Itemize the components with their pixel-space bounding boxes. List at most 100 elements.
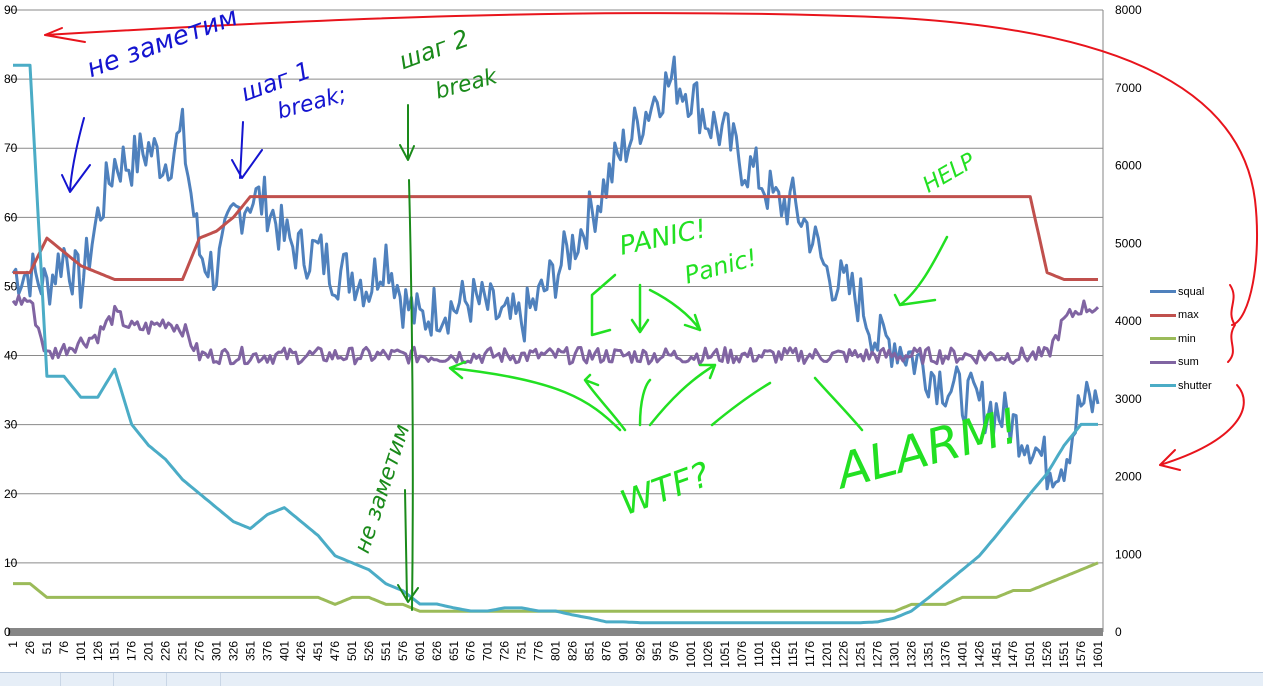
x-tick-label: 926 — [633, 641, 647, 661]
x-tick-label: 1451 — [989, 641, 1003, 668]
y2-tick-label: 0 — [1115, 625, 1122, 639]
y-tick-label: 40 — [4, 349, 18, 363]
x-tick-label: 451 — [311, 641, 325, 661]
green-arrow-f — [813, 376, 864, 432]
x-tick-label: 1301 — [888, 641, 902, 668]
x-tick-label: 326 — [226, 641, 240, 661]
line-chart: 0 10 20 30 40 50 60 70 80 90 0 1000 2000 3000 4000 500… — [4, 3, 1258, 668]
spreadsheet-row-strip — [0, 672, 1263, 686]
green-arrow-down — [630, 283, 650, 334]
darkgreen-vertical-line — [408, 179, 414, 611]
x-tick-label: 476 — [328, 641, 342, 661]
x-tick-label: 1 — [6, 641, 20, 648]
legend-swatch — [1150, 360, 1176, 364]
y-tick-label: 70 — [4, 141, 18, 155]
x-tick-label: 776 — [532, 641, 546, 661]
x-tick-label: 576 — [396, 641, 410, 661]
legend-item-squal: squal — [1150, 280, 1212, 304]
green-arrow-help — [893, 235, 949, 307]
x-tick-label: 1101 — [752, 641, 766, 667]
annotation-strokes — [44, 12, 1258, 611]
x-tick-label: 976 — [667, 641, 681, 661]
x-tick-label: 526 — [362, 641, 376, 661]
green-arrow-d — [648, 363, 717, 427]
legend-label: shutter — [1178, 379, 1212, 392]
legend-swatch — [1150, 337, 1176, 341]
x-tick-label: 51 — [40, 641, 54, 655]
x-tick-label: 201 — [142, 641, 156, 661]
legend-swatch — [1150, 384, 1176, 388]
legend-swatch — [1150, 290, 1176, 294]
x-tick-label: 701 — [481, 641, 495, 661]
x-tick-label: 1001 — [684, 641, 698, 668]
x-tick-label: 1051 — [718, 641, 732, 668]
x-tick-label: 801 — [549, 641, 563, 661]
green-arrow-a — [448, 360, 622, 432]
x-tick-label: 626 — [430, 641, 444, 661]
sheet-cell[interactable] — [166, 673, 221, 686]
legend: squal max min sum shutter — [1150, 280, 1212, 398]
x-tick-label: 26 — [23, 641, 37, 655]
legend-label: min — [1178, 332, 1196, 345]
x-tick-label: 376 — [260, 641, 274, 661]
x-tick-label: 1476 — [1006, 641, 1020, 668]
y-tick-label: 10 — [4, 556, 18, 570]
red-brace — [1227, 284, 1236, 363]
red-arrow-head-left — [44, 27, 86, 43]
green-arrow-e — [710, 381, 772, 427]
darkgreen-arrow-bottom — [397, 489, 419, 603]
sheet-cell[interactable] — [0, 673, 61, 686]
legend-item-min: min — [1150, 327, 1212, 351]
darkgreen-arrow-top — [399, 104, 415, 161]
x-tick-label: 1576 — [1074, 641, 1088, 668]
x-tick-label: 651 — [447, 641, 461, 661]
legend-label: squal — [1178, 285, 1205, 298]
y2-tick-label: 2000 — [1115, 470, 1142, 484]
x-tick-label: 851 — [582, 641, 596, 661]
y2-tick-label: 8000 — [1115, 3, 1142, 17]
y-tick-label: 20 — [4, 487, 18, 501]
x-tick-label: 826 — [565, 641, 579, 661]
y2-tick-label: 7000 — [1115, 81, 1142, 95]
x-tick-label: 1226 — [837, 641, 851, 668]
green-arrow-c — [638, 378, 652, 427]
sheet-cell[interactable] — [113, 673, 167, 686]
x-tick-label: 1126 — [769, 641, 783, 667]
green-bracket — [590, 273, 617, 337]
x-tick-label: 1376 — [938, 641, 952, 668]
y-axis-right: 0 1000 2000 3000 4000 5000 6000 7000 8000 — [1102, 3, 1142, 639]
x-tick-label: 1526 — [1040, 641, 1054, 668]
x-tick-label: 1426 — [972, 641, 986, 668]
series-line-shutter — [13, 63, 1099, 625]
red-arrow-to-2000 — [1159, 384, 1245, 466]
legend-item-shutter: shutter — [1150, 374, 1212, 398]
x-tick-label: 951 — [650, 641, 664, 661]
y2-tick-label: 6000 — [1115, 159, 1142, 173]
x-tick-label: 126 — [91, 641, 105, 661]
x-tick-label: 901 — [616, 641, 630, 661]
y-tick-label: 30 — [4, 418, 18, 432]
x-tick-label: 1276 — [871, 641, 885, 668]
green-arrow-curve — [648, 288, 702, 332]
x-tick-label: 601 — [413, 641, 427, 661]
series-line-min — [13, 561, 1099, 613]
y2-tick-label: 1000 — [1115, 547, 1142, 561]
series-line-max — [13, 195, 1099, 282]
y-tick-label: 60 — [4, 210, 18, 224]
x-tick-label: 1601 — [1091, 641, 1105, 668]
x-tick-label: 751 — [515, 641, 529, 661]
y-axis-left: 0 10 20 30 40 50 60 70 80 90 — [4, 3, 18, 639]
y-tick-label: 0 — [4, 625, 11, 639]
x-tick-label: 276 — [192, 641, 206, 661]
legend-label: max — [1178, 309, 1199, 322]
x-tick-label: 726 — [498, 641, 512, 661]
x-tick-label: 1201 — [820, 641, 834, 668]
green-arrow-b — [583, 373, 627, 432]
blue-arrow-2 — [231, 121, 263, 179]
x-tick-label: 1251 — [854, 641, 868, 668]
x-tick-label: 501 — [345, 641, 359, 661]
x-tick-label: 1176 — [803, 641, 817, 667]
y2-tick-label: 4000 — [1115, 314, 1142, 328]
series-line-sum — [11, 294, 1100, 366]
sheet-cell[interactable] — [60, 673, 114, 686]
